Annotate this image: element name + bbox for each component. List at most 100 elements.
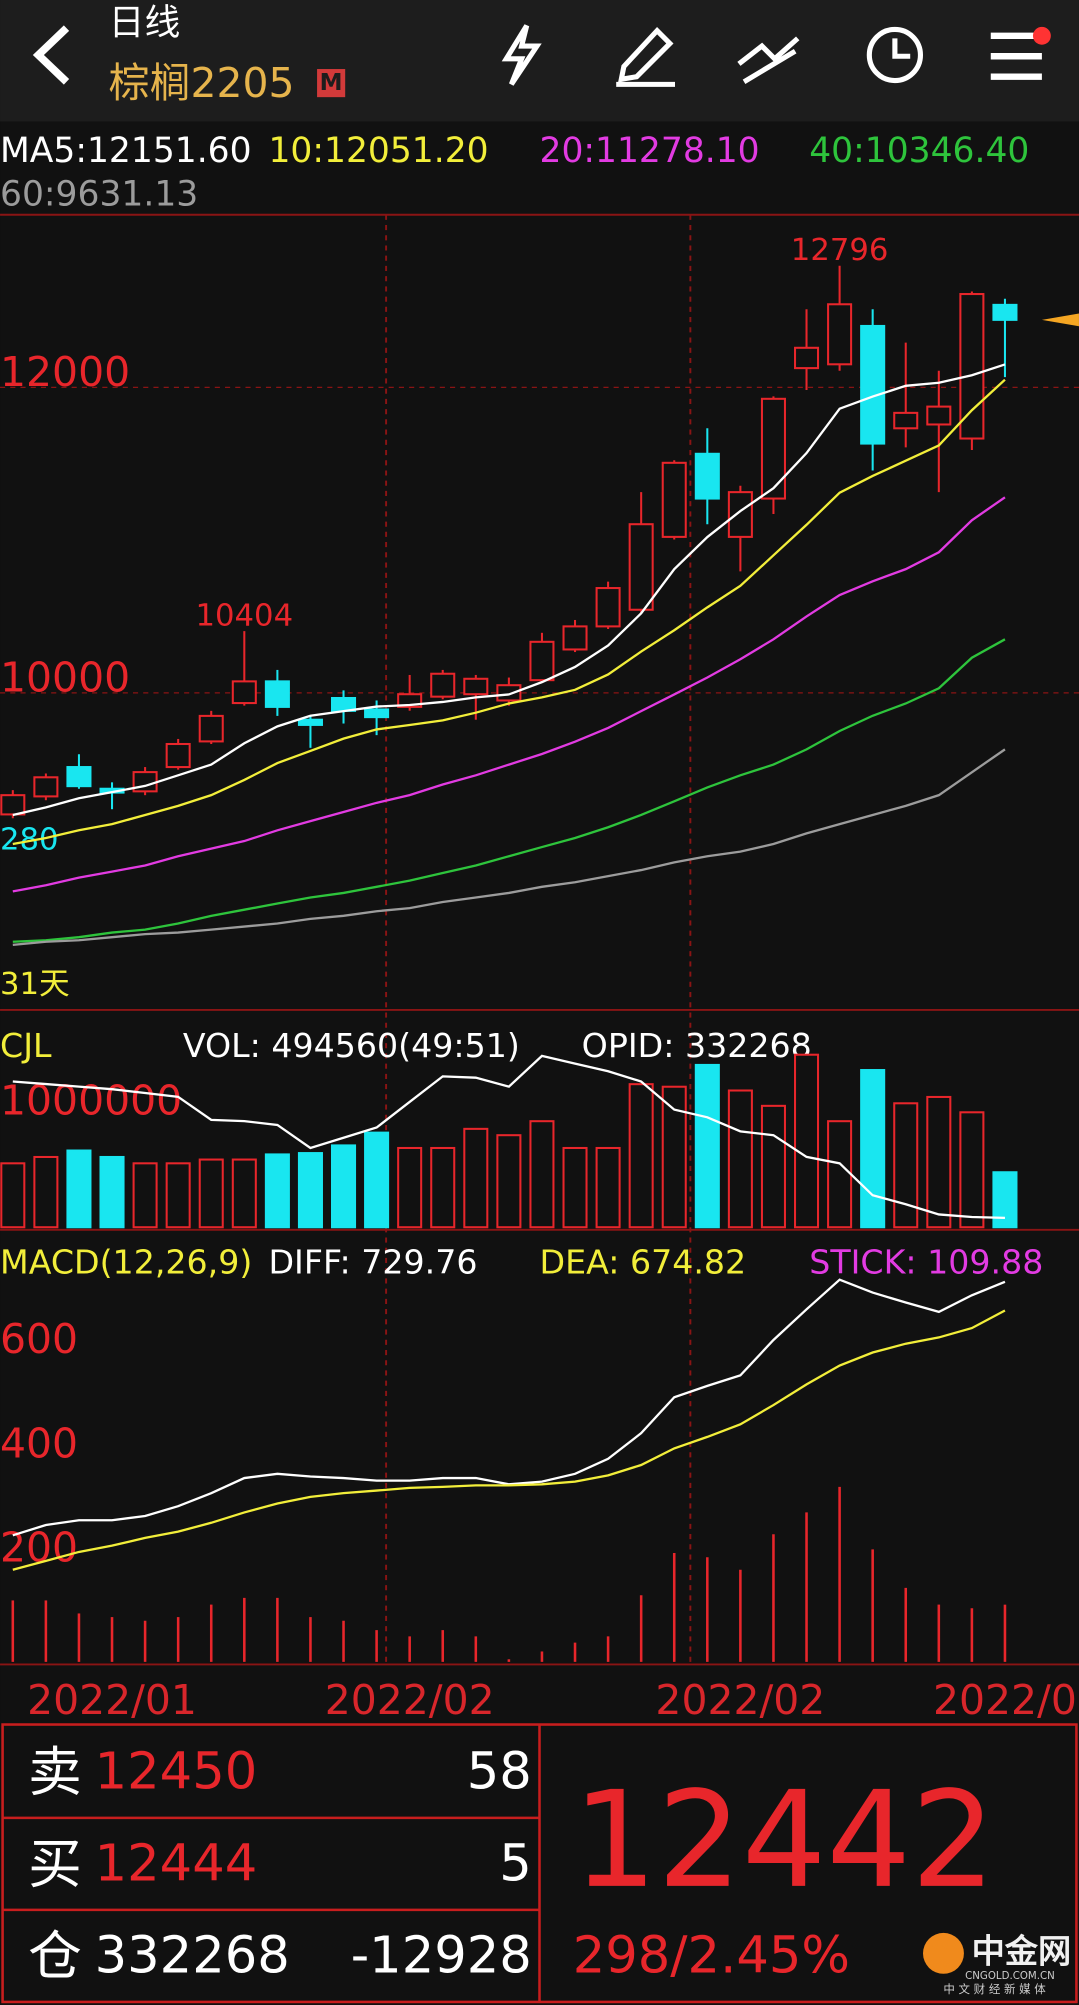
candle-body [926,405,952,426]
price-change: 298/2.45% [573,1926,850,1985]
volume-bar [727,1089,753,1229]
ma-line [12,363,1006,817]
candle-body [959,293,985,440]
candle-body [198,714,224,743]
clock-icon[interactable] [866,26,924,84]
volume-bar [330,1144,357,1229]
volume-bar [926,1095,952,1229]
flash-icon[interactable] [501,24,542,86]
y-tick-label: 1000000 [0,1077,182,1125]
notification-dot [1032,26,1051,45]
volume-bar [132,1162,158,1229]
candle-body [760,397,786,500]
high-label: 10404 [196,598,294,633]
ma-line [12,748,1006,946]
volume-bar [992,1171,1018,1229]
symbol: 棕榈2205 [109,59,295,107]
legend-entry: VOL: 494560(49:51) [183,1026,520,1065]
x-tick-label: 2022/02 [325,1676,495,1724]
volume-bar [99,1155,125,1229]
indicator-icon[interactable] [737,36,800,85]
candle-body [496,684,522,702]
ma-line [12,638,1006,943]
last-price: 12442 [573,1764,996,1918]
candle-body [694,452,720,500]
back-button[interactable] [32,25,70,85]
candle-body [793,346,820,370]
volume-bar [364,1131,390,1229]
volume-bar [529,1120,555,1229]
draw-icon[interactable] [616,26,676,87]
x-tick-label: 2022/01 [27,1676,197,1724]
oi-line [12,1054,1005,1220]
volume-bar [0,1162,26,1229]
volume-bar [760,1104,786,1229]
volume-bar [463,1127,489,1229]
logo-mark [923,1932,964,1974]
volume-bar [231,1158,257,1229]
legend-entry: 40:10346.40 [809,131,1029,171]
candle-body [33,776,59,798]
candle-body [264,680,290,708]
volume-bar [793,1053,820,1229]
panel-title: CJL [0,1026,52,1065]
volume-bar [66,1149,92,1229]
volume-bar [562,1146,588,1229]
candle-body [860,324,886,445]
volume-bar [198,1158,224,1229]
candle-body [562,625,588,651]
macd-line [12,1309,1006,1571]
volume-bar [959,1111,985,1229]
candle-body [827,303,853,366]
legend-entry: 60:9631.13 [0,174,198,214]
candle-body [595,587,621,628]
legend-entry: DIFF: 729.76 [268,1242,477,1281]
volume-bar [165,1162,191,1229]
volume-bar [33,1155,59,1229]
buy-price: 12444 [95,1834,258,1893]
ma-line [12,378,1006,846]
candle-body [992,303,1018,321]
panel-title: MACD(12,26,9) [0,1242,252,1281]
top-bar [0,0,1079,122]
volume-bar [297,1152,323,1229]
sell-volume: 58 [467,1742,532,1801]
sell-price: 12450 [95,1742,258,1801]
legend-entry: MA5:12151.60 [0,131,252,171]
legend-entry: 10:12051.20 [268,131,488,171]
open-interest: 332268 [95,1926,290,1985]
candle-body [297,718,323,726]
volume-bar [496,1134,522,1229]
x-tick-label: 2022/02 [655,1676,825,1724]
candle-body [364,708,390,719]
candle-body [628,523,654,611]
high-label: 12796 [791,233,889,268]
y-tick-label: 600 [0,1315,78,1363]
volume-bar [661,1085,687,1229]
ma-line [12,496,1006,893]
candle-body [165,742,191,769]
sell-label: 卖 [28,1740,82,1803]
volume-bar [694,1063,720,1229]
candle-body [231,680,257,705]
position-label: 仓 [28,1924,82,1987]
legend-entry: OPID: 332268 [582,1026,812,1065]
volume-bar [397,1146,423,1229]
quote-panel: 卖 12450 58 买 12444 5 仓 332268 -12928 124… [1,1723,1078,2004]
days-annotation: 31天 [0,967,70,1002]
candle-body [529,640,555,682]
candle-body [0,794,26,816]
clock-hands [892,38,911,59]
candle-body [727,491,753,538]
candle-body [661,461,687,538]
candle-body [893,411,919,430]
logo-domain: CNGOLD.COM.CN [965,1971,1055,1982]
volume-bar [893,1102,919,1229]
legend-entry: 20:11278.10 [539,131,759,171]
volume-bar [430,1146,456,1229]
badge-text: M [320,70,343,96]
volume-bar [827,1120,853,1229]
